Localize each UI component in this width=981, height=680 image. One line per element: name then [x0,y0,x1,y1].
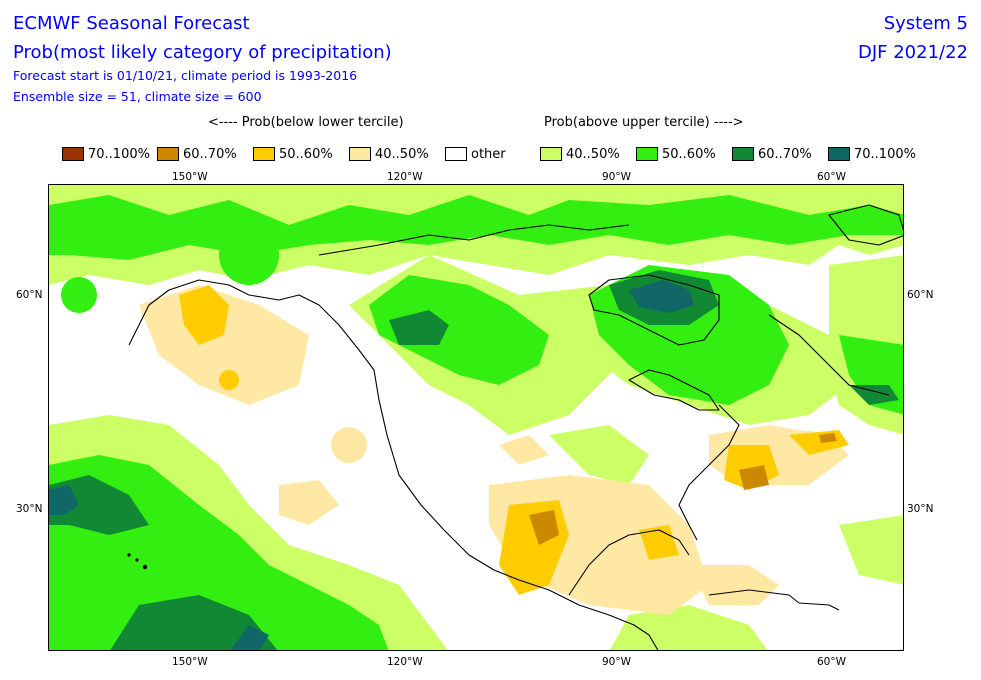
legend-swatch [732,147,754,161]
legend-label: 40..50% [375,147,429,162]
lon-label-90w-top: 90°W [602,171,631,183]
legend-label: 50..60% [662,147,716,162]
legend-label: 60..70% [758,147,812,162]
legend-swatch [445,147,467,161]
legend-item-above-70-100: 70..100% [828,146,916,162]
legend-swatch [636,147,658,161]
legend-label: 40..50% [566,147,620,162]
season-period-label: DJF 2021/22 [858,42,968,63]
precipitation-probability-map [48,184,904,651]
lat-label-30n-right: 30°N [907,503,933,515]
lat-label-60n-left: 60°N [16,289,42,301]
lat-label-30n-left: 30°N [16,503,42,515]
legend-item-below-60-70: 60..70% [157,146,237,162]
legend-swatch [540,147,562,161]
legend-label: 70..100% [854,147,916,162]
legend-item-other: other [445,146,506,162]
lat-label-60n-right: 60°N [907,289,933,301]
legend-swatch [253,147,275,161]
map-title: ECMWF Seasonal Forecast [13,13,250,34]
lon-label-120w-top: 120°W [387,171,423,183]
legend-swatch [828,147,850,161]
legend-label: 70..100% [88,147,150,162]
lon-label-60w-top: 60°W [817,171,846,183]
lon-label-150w-bottom: 150°W [172,656,208,668]
legend-swatch [62,147,84,161]
lon-label-150w-top: 150°W [172,171,208,183]
forecast-start-info: Forecast start is 01/10/21, climate peri… [13,68,357,83]
legend-swatch [157,147,179,161]
system-label: System 5 [884,13,968,34]
ensemble-size-info: Ensemble size = 51, climate size = 600 [13,89,262,104]
legend-item-above-40-50: 40..50% [540,146,620,162]
legend-label: 50..60% [279,147,333,162]
legend-label: other [471,147,506,162]
legend-item-above-60-70: 60..70% [732,146,812,162]
legend-above-header: Prob(above upper tercile) ----> [544,115,744,130]
legend-item-below-40-50: 40..50% [349,146,429,162]
legend-item-below-50-60: 50..60% [253,146,333,162]
lon-label-90w-bottom: 90°W [602,656,631,668]
map-subtitle: Prob(most likely category of precipitati… [13,42,392,63]
lon-label-60w-bottom: 60°W [817,656,846,668]
legend-swatch [349,147,371,161]
legend-label: 60..70% [183,147,237,162]
legend-item-below-70-100: 70..100% [62,146,150,162]
legend-below-header: <---- Prob(below lower tercile) [208,115,404,130]
lon-label-120w-bottom: 120°W [387,656,423,668]
legend-item-above-50-60: 50..60% [636,146,716,162]
